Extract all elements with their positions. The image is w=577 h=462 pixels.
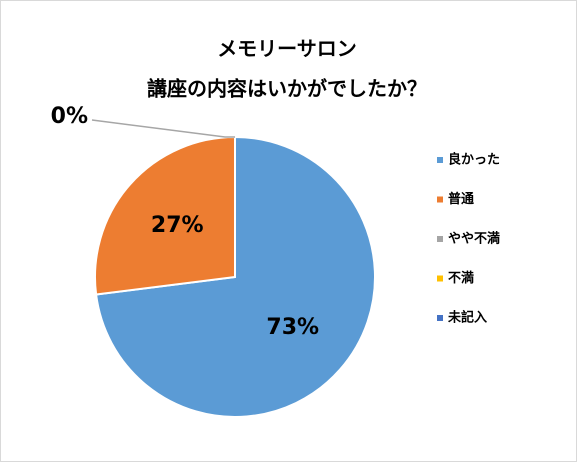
legend-swatch [437, 157, 443, 163]
legend-label: 不満 [448, 270, 474, 286]
data-label: 73% [266, 315, 319, 340]
chart-title: 講座の内容はいかがでしたか？ [147, 77, 427, 101]
leader-line [91, 119, 235, 138]
pie-slice [94, 135, 236, 296]
data-label: 0% [51, 104, 88, 129]
data-label: 27% [151, 213, 204, 238]
legend-swatch [437, 196, 443, 203]
legend-label: 普通 [448, 191, 474, 207]
legend-label: 未記入 [447, 310, 487, 326]
chart-title: メモリーサロン [217, 37, 357, 61]
legend-label: 良かった [448, 152, 500, 168]
legend-swatch [437, 236, 443, 242]
legend-swatch [437, 315, 443, 321]
legend-label: やや不満 [448, 231, 500, 247]
legend-swatch [437, 275, 443, 282]
